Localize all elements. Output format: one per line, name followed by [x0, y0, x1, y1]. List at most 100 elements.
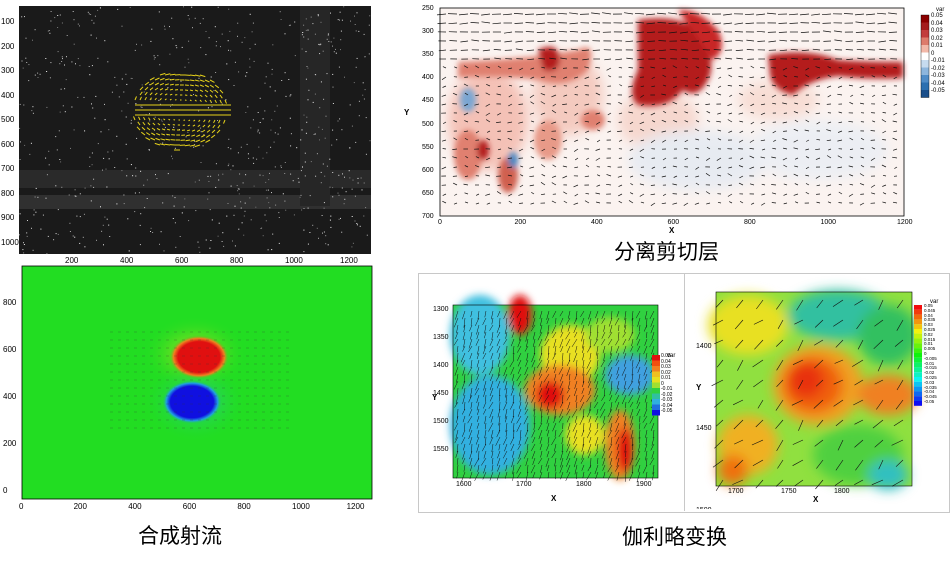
shear-y-tick: 450 — [422, 97, 434, 105]
galilean-right-legend-tick: 0.01 — [924, 341, 933, 347]
galilean-right-legend-tick: -0.03 — [924, 379, 935, 385]
jet-y-tick: 200 — [3, 439, 17, 448]
jet-y-tick: 0 — [3, 486, 8, 495]
piv-y-tick: 300 — [1, 66, 15, 75]
shear-y-tick: 500 — [422, 120, 434, 128]
jet-y-tick: 400 — [3, 392, 17, 401]
piv-y-tick: 800 — [1, 188, 15, 198]
galilean-right-contour — [708, 290, 922, 491]
galilean-right-x-tick: 1800 — [834, 488, 850, 495]
shear-legend-tick: 0.02 — [931, 35, 943, 42]
jet-x-tick: 1200 — [346, 502, 365, 511]
galilean-left-legend-tick: 0.02 — [661, 369, 671, 376]
galilean-right-legend-tick: 0.025 — [924, 327, 936, 332]
galilean-right-y-axis-label: Y — [696, 383, 702, 392]
galilean-right-legend-tick: -0.04 — [924, 389, 935, 395]
shear-x-tick: 1000 — [820, 219, 837, 226]
galilean-left-legend-tick: 0.05 — [661, 353, 671, 359]
galilean-left-y-axis-label: Y — [432, 393, 438, 402]
piv-image-panel: 100 200 300 400 500 600 700 800 900 1000 200 400 60… — [0, 0, 380, 266]
galilean-left-legend-tick: -0.03 — [661, 397, 673, 403]
galilean-right-legend-tick: -0.045 — [924, 394, 937, 400]
galilean-left-legend-tick: -0.04 — [661, 402, 673, 409]
shear-x-tick: 400 — [591, 219, 603, 226]
galilean-left-legend-tick: 0.01 — [661, 375, 671, 381]
galilean-left-y-tick: 1300 — [433, 306, 449, 313]
galilean-right-legend-tick: 0.015 — [924, 336, 936, 342]
galilean-right-legend-tick: 0.04 — [924, 312, 933, 318]
galilean-right-legend-tick: -0.05 — [924, 399, 935, 404]
synthetic-jet-caption: 合成射流 — [138, 524, 222, 548]
piv-y-tick: 400 — [1, 90, 15, 100]
galilean-right-legend-tick: 0.035 — [924, 317, 936, 323]
shear-y-tick: 300 — [422, 28, 434, 36]
galilean-right-x-tick: 1750 — [781, 488, 797, 495]
shear-x-tick: 1200 — [897, 219, 913, 226]
galilean-left-y-tick: 1550 — [433, 446, 449, 453]
shear-legend-tick: -0.01 — [931, 58, 945, 64]
jet-x-tick: 1000 — [292, 502, 310, 511]
synthetic-jet-panel: 800 600 400 200 0 0 200 400 600 800 1000 1200 — [0, 262, 380, 522]
galilean-left-legend-tick: -0.02 — [661, 391, 673, 398]
piv-y-tick: 700 — [1, 164, 15, 173]
shear-x-tick: 0 — [438, 219, 442, 226]
shear-y-tick: 400 — [422, 74, 434, 82]
shear-legend-tick: -0.02 — [931, 65, 945, 72]
galilean-left-legend-tick: -0.01 — [661, 386, 673, 392]
shear-x-tick: 600 — [667, 219, 680, 226]
shear-y-tick: 550 — [422, 143, 434, 151]
jet-x-tick: 400 — [128, 502, 142, 511]
piv-x-tick: 1200 — [340, 256, 358, 265]
galilean-right-legend-tick: 0.02 — [924, 331, 933, 337]
shear-y-tick: 250 — [422, 5, 434, 12]
shear-legend-tick: -0.05 — [931, 88, 945, 94]
galilean-right-legend-title: var — [930, 299, 939, 305]
galilean-right-y-tick: 1500 — [696, 507, 712, 509]
shear-legend-tick: -0.04 — [931, 80, 945, 87]
galilean-right-legend-tick: 0 — [924, 351, 927, 356]
piv-x-tick: 200 — [65, 256, 79, 265]
piv-particle-image — [19, 6, 371, 255]
galilean-right-legend-tick: -0.02 — [924, 370, 935, 376]
piv-x-tick: 400 — [120, 256, 134, 265]
galilean-left-y-tick: 1500 — [433, 418, 449, 425]
piv-x-tick: 600 — [175, 256, 189, 265]
galilean-left-x-tick: 1800 — [576, 481, 592, 488]
galilean-right-x-tick: 1700 — [728, 488, 744, 495]
galilean-right-legend-tick: -0.01 — [924, 360, 935, 366]
galilean-divider — [684, 274, 685, 511]
piv-y-tick: 500 — [1, 115, 15, 124]
shear-legend-tick: 0 — [931, 50, 935, 57]
shear-layer-contour — [436, 7, 930, 217]
galilean-right-legend-tick: 0.045 — [924, 307, 936, 313]
galilean-right-legend-tick: -0.005 — [924, 355, 937, 361]
shear-legend-title: var — [936, 7, 945, 13]
galilean-right-y-tick: 1450 — [696, 425, 712, 432]
galilean-right-legend-tick: -0.035 — [924, 384, 937, 390]
shear-legend-tick: -0.03 — [931, 73, 945, 79]
shear-layer-caption: 分离剪切层 — [614, 240, 719, 264]
synthetic-jet-contour — [21, 265, 373, 500]
galilean-left-legend-tick: 0 — [661, 380, 664, 387]
galilean-right-legend-tick: -0.015 — [924, 365, 937, 371]
shear-legend-tick: 0.05 — [931, 13, 943, 19]
piv-y-tick: 200 — [1, 41, 15, 51]
galilean-left-legend-tick: -0.05 — [661, 408, 673, 414]
shear-y-axis-label: Y — [404, 108, 410, 117]
shear-x-tick: 800 — [744, 219, 756, 226]
piv-x-tick: 800 — [230, 256, 244, 265]
shear-y-tick: 700 — [422, 212, 434, 220]
jet-x-tick: 800 — [237, 502, 251, 511]
jet-y-tick: 800 — [3, 298, 17, 307]
galilean-right-x-axis-label: X — [813, 495, 819, 504]
jet-x-tick: 600 — [182, 502, 197, 511]
galilean-left-y-tick: 1350 — [433, 334, 449, 341]
galilean-left-legend-tick: 0.03 — [661, 364, 671, 370]
jet-x-tick: 200 — [73, 502, 87, 511]
shear-legend-tick: 0.04 — [931, 20, 943, 27]
piv-y-tick: 1000 — [1, 237, 19, 247]
galilean-left-y-tick: 1400 — [433, 362, 449, 369]
galilean-left-x-tick: 1700 — [516, 481, 532, 488]
shear-x-tick: 200 — [514, 219, 527, 226]
